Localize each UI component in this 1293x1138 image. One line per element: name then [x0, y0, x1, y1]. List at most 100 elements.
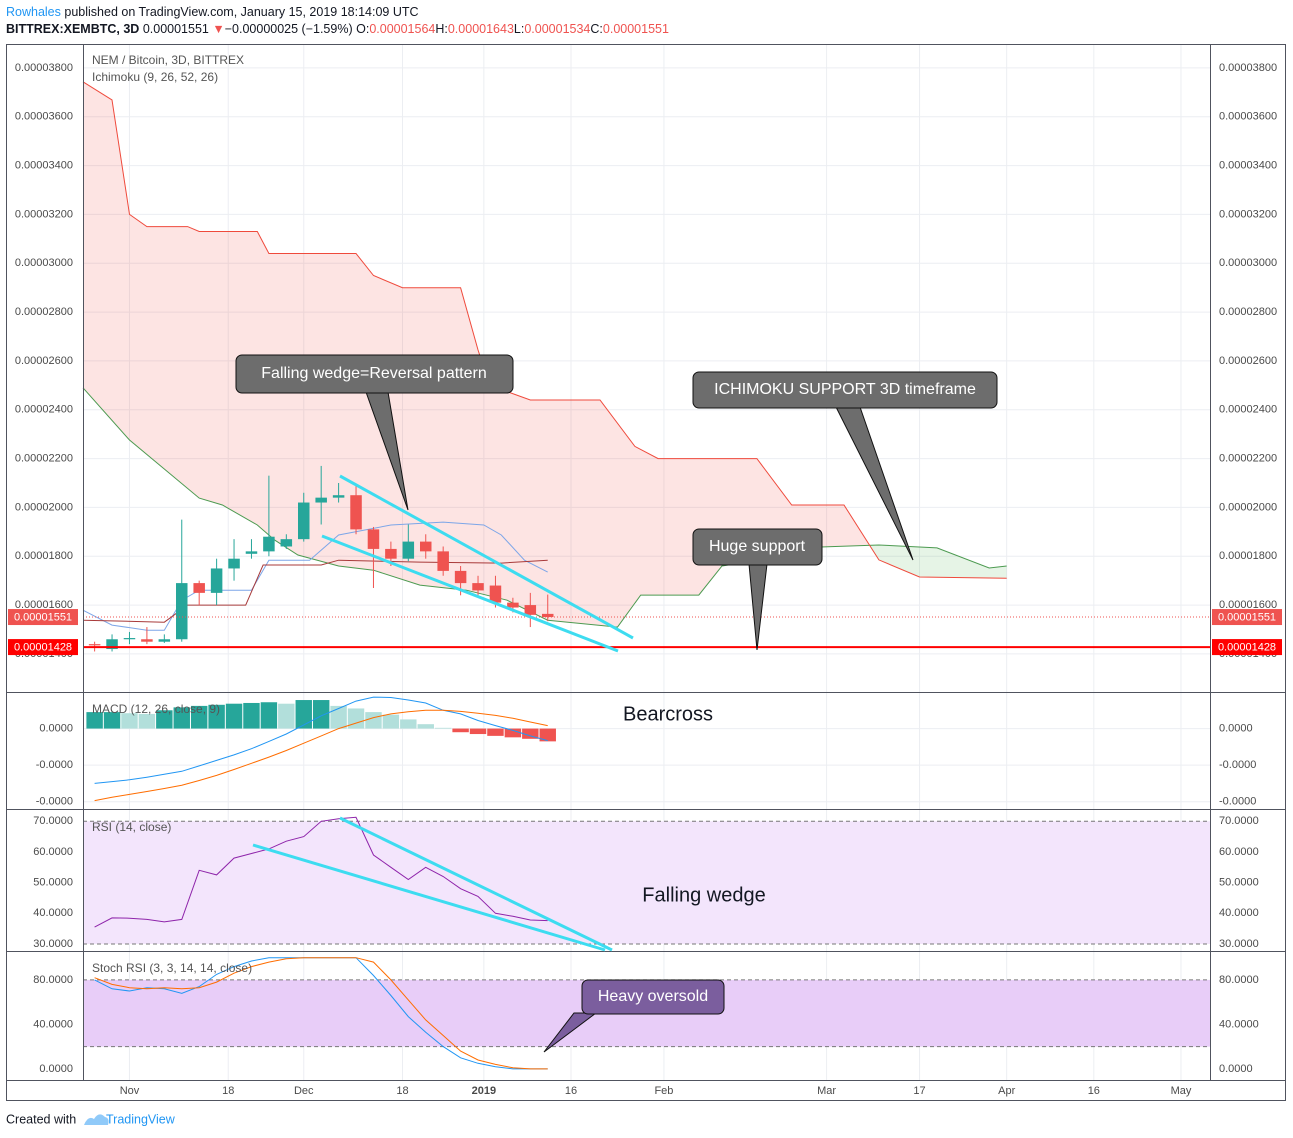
histogram-bar: [225, 703, 243, 729]
outer-border: [6, 44, 1286, 1101]
ohlc: O:0.00001564H:0.00001643L:0.00001534C:0.…: [356, 22, 669, 36]
candle-body: [385, 548, 397, 559]
y-tick-label-right: 40.0000: [1219, 907, 1259, 919]
candle-body: [419, 541, 432, 552]
wedge-line: [321, 534, 619, 653]
histogram-bar: [434, 727, 452, 729]
ohlc-label: C:: [590, 22, 603, 36]
cloud-fill: [83, 81, 868, 628]
y-tick-label-right: -0.0000: [1219, 759, 1256, 771]
candle-body: [228, 558, 240, 569]
histogram-bar: [260, 702, 278, 729]
callout: ICHIMOKU SUPPORT 3D timeframe: [692, 371, 998, 561]
pane-title: MACD (12, 26, close, 9): [92, 702, 220, 716]
candle-body: [507, 602, 519, 608]
wedge-drawings: [252, 474, 634, 952]
price-tag: [1212, 639, 1282, 656]
histogram-bar: [103, 712, 121, 729]
histogram-bar: [295, 700, 312, 729]
footer-brand[interactable]: TradingView: [106, 1112, 176, 1126]
y-tick-label-right: 40.0000: [1219, 1018, 1259, 1030]
y-tick-label-right: 0.00002200: [1219, 452, 1277, 464]
span-b: [82, 81, 1007, 579]
histogram-bar: [208, 704, 225, 729]
x-tick-label: Feb: [654, 1085, 673, 1097]
y-tick-label-right: 0.00003000: [1219, 257, 1277, 269]
histogram-bar: [417, 724, 434, 729]
histogram-bar: [539, 728, 556, 742]
y-tick-label-right: 0.0000: [1219, 722, 1253, 734]
histogram-bar: [522, 728, 539, 739]
y-tick-label-left: 50.0000: [33, 877, 73, 889]
macd-line: [94, 696, 548, 784]
y-tick-label-left: 0.00002400: [15, 404, 73, 416]
histogram-bar: [243, 702, 260, 729]
price-tag: [8, 609, 78, 626]
x-tick-label: Nov: [120, 1085, 140, 1097]
histogram-bar: [330, 705, 347, 729]
candle-body: [176, 583, 188, 640]
ohlc-value: 0.00001534: [524, 22, 591, 36]
y-tick-label-right: 0.0000: [1219, 1063, 1253, 1075]
y-tick-label-left: 70.0000: [33, 815, 73, 827]
span-a: [82, 387, 1007, 628]
histogram-bar: [86, 712, 103, 729]
y-tick-label-left: 40.0000: [33, 907, 73, 919]
x-tick-label: 16: [1088, 1085, 1100, 1097]
y-tick-label-left: 0.0000: [39, 1063, 73, 1075]
histogram-bar: [469, 728, 487, 735]
y-tick-label-right: 80.0000: [1219, 974, 1259, 986]
candle-body: [489, 585, 502, 603]
y-tick-label-right: 60.0000: [1219, 846, 1259, 858]
publisher[interactable]: Rowhales: [6, 5, 61, 19]
callout-text: Falling wedge=Reversal pattern: [261, 365, 486, 382]
candle-body: [263, 536, 275, 552]
annotation: Bearcross: [623, 703, 713, 725]
callout-text: ICHIMOKU SUPPORT 3D timeframe: [714, 381, 976, 398]
histogram-bar: [347, 708, 365, 729]
histogram-bar: [121, 713, 138, 729]
histogram-bar: [452, 728, 469, 733]
histogram-bar: [400, 719, 417, 729]
candle-body: [106, 639, 118, 650]
y-tick-label-right: -0.0000: [1219, 796, 1256, 808]
callout-box: [692, 528, 823, 566]
y-tick-label-right: 0.00003800: [1219, 62, 1277, 74]
x-tick-label: Dec: [294, 1085, 314, 1097]
y-tick-label-right: 0.00003200: [1219, 208, 1277, 220]
candle-body: [280, 539, 293, 547]
y-tick-label-right: 70.0000: [1219, 815, 1259, 827]
candle-body: [367, 529, 380, 549]
symbol: BITTREX:XEMBTC, 3D: [6, 22, 140, 36]
ichimoku-line: [82, 521, 548, 631]
histogram-bar: [365, 712, 382, 729]
y-tick-label-right: 30.0000: [1219, 938, 1259, 950]
cloud-fill: [867, 541, 1007, 579]
y-tick-label-right: 0.00003600: [1219, 111, 1277, 123]
callout-pointer: [748, 563, 768, 651]
y-tick-label-left: 0.00003400: [15, 159, 73, 171]
y-tick-label-left: 0.00003200: [15, 208, 73, 220]
y-tick-label-left: -0.0000: [36, 759, 73, 771]
pane-title: RSI (14, close): [92, 820, 171, 834]
price-tag-label: 0.00001551: [1218, 611, 1276, 623]
histogram-bar: [138, 713, 156, 729]
y-tick-label-left: 40.0000: [33, 1018, 73, 1030]
change: −0.00000025 (−1.59%): [224, 22, 353, 36]
y-tick-label-right: 0.00002000: [1219, 501, 1277, 513]
publish-line: Rowhales published on TradingView.com, J…: [6, 5, 419, 19]
y-tick-label-left: 0.00002600: [15, 355, 73, 367]
candle-body: [524, 605, 537, 615]
y-tick-label-left: 0.00003800: [15, 62, 73, 74]
frame: [6, 44, 1286, 1101]
price-tag: [1212, 609, 1282, 626]
candle-body: [437, 551, 449, 571]
x-tick-label: Apr: [998, 1085, 1015, 1097]
y-tick-label-left: 0.00001800: [15, 550, 73, 562]
x-tick-label: 18: [396, 1085, 408, 1097]
callout: Huge support: [692, 528, 823, 651]
tradingview-logo[interactable]: TradingView: [84, 1112, 176, 1126]
pane-title: NEM / Bitcoin, 3D, BITTREX: [92, 53, 244, 67]
